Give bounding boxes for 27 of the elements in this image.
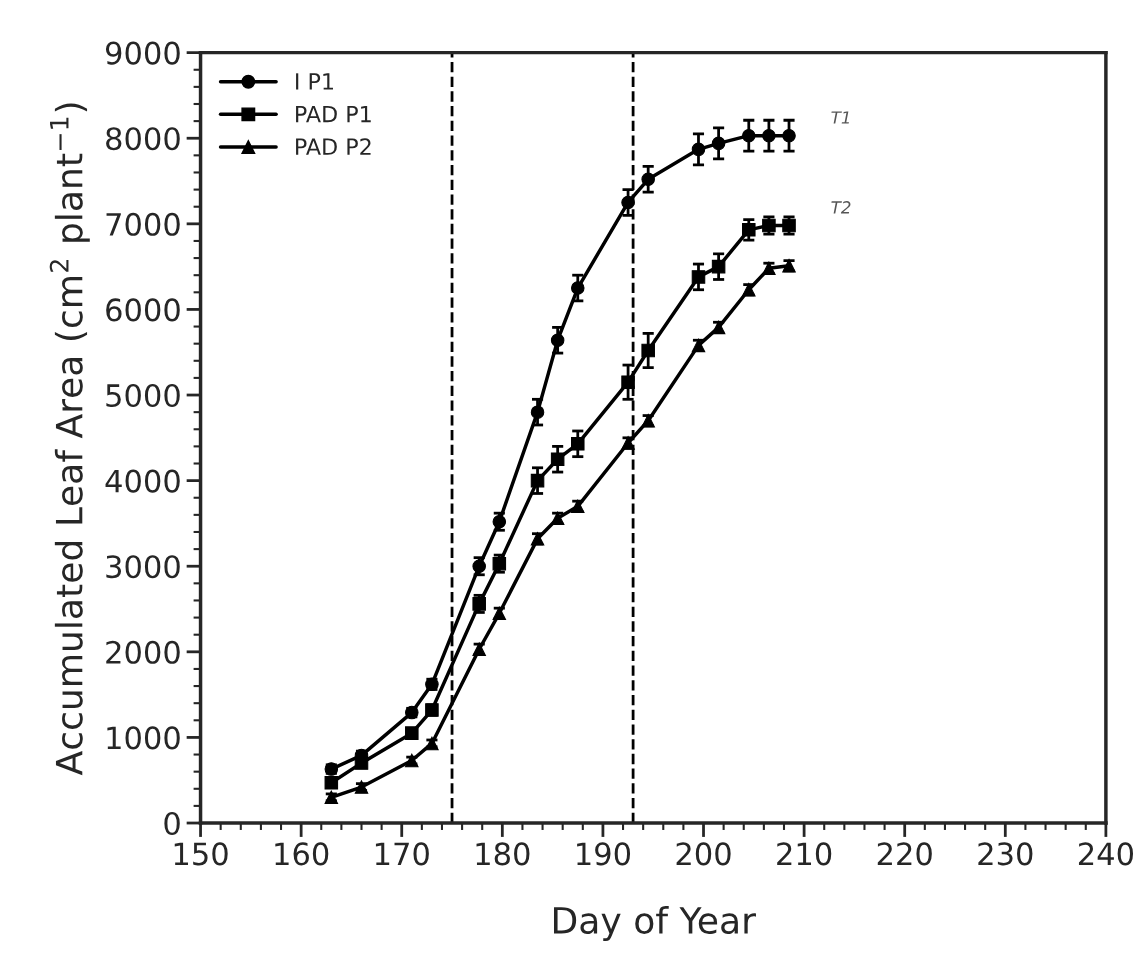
legend-label: PAD P1 xyxy=(296,105,371,123)
y-axis-title: Accumulated Leaf Area (cm$^{2}$ plant$^{−1}$) xyxy=(49,103,90,776)
y-tick-label: 4000 xyxy=(105,469,180,493)
legend-label: I P1 xyxy=(296,73,333,90)
y-tick-label: 3000 xyxy=(106,555,180,579)
x-tick-label: 220 xyxy=(877,842,932,866)
y-tick-label: 1000 xyxy=(107,726,180,750)
y-tick-label: 8000 xyxy=(106,127,180,151)
x-tick-label: 210 xyxy=(777,842,832,866)
y-tick-label: 5000 xyxy=(106,383,180,408)
y-tick-label: 2000 xyxy=(106,640,180,664)
x-tick-label: 160 xyxy=(275,842,329,866)
y-tick-label: 7000 xyxy=(106,212,180,236)
x-tick-label: 150 xyxy=(174,842,228,866)
legend-label: PAD P2 xyxy=(296,138,371,155)
annotation: T1 xyxy=(831,111,849,124)
x-tick-label: 200 xyxy=(676,842,731,866)
x-axis-title: Day of Year xyxy=(554,906,756,942)
y-tick-label: 9000 xyxy=(105,41,180,65)
x-tick-label: 240 xyxy=(1078,842,1134,866)
y-tick-label: 6000 xyxy=(106,298,180,322)
annotation: T2 xyxy=(831,201,851,214)
x-tick-label: 190 xyxy=(577,842,631,866)
x-tick-label: 180 xyxy=(476,842,530,866)
x-tick-label: 170 xyxy=(375,842,429,866)
y-tick-label: 0 xyxy=(164,811,180,836)
x-tick-label: 230 xyxy=(978,842,1033,866)
